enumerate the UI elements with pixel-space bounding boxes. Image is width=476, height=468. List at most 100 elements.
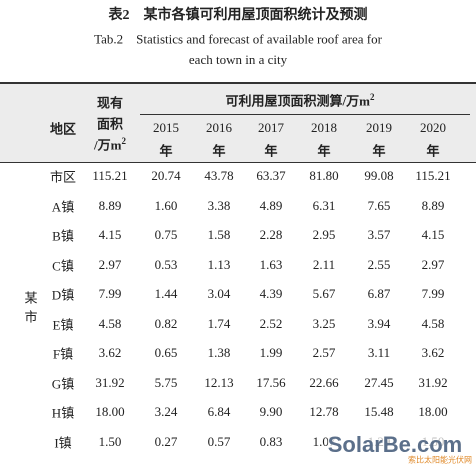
header-year-suffix: 年 [317,143,331,159]
cell: 1.50 [98,433,122,449]
cell: 6.31 [312,197,336,213]
group-label: 某市 [22,290,38,329]
row-label: 市区 [49,169,77,185]
cell: 1.74 [207,315,231,331]
cell: 81.80 [309,168,339,183]
cell: 12.78 [309,404,339,419]
row-label: A镇 [51,199,75,214]
cell: 2.97 [421,256,445,272]
cell: 3.62 [421,345,445,360]
header-year: 2017 [258,120,284,135]
row-label: H镇 [51,405,75,421]
row-label: E镇 [52,317,74,332]
cell: 2.52 [259,315,283,331]
cell: 99.08 [364,168,394,183]
cell: 6.87 [367,286,391,301]
row-label: B镇 [52,228,74,244]
cell: 31.92 [95,374,125,390]
subtitle: Tab.2 Statistics and forecast of availab… [94,31,382,47]
cell: 4.89 [259,197,283,213]
cell: 3.11 [367,345,391,360]
cell: 7.99 [421,286,445,301]
cell: 12.13 [204,374,234,390]
header-rule [0,162,476,163]
cell: 2.97 [98,256,122,272]
cell: 43.78 [204,168,234,183]
row-label: I镇 [54,435,72,450]
cell: 2.55 [367,256,391,272]
table-top-rule [0,82,476,84]
row-label: G镇 [51,376,75,391]
cell: 4.15 [98,227,122,242]
cell: 15.48 [364,404,394,419]
cell: 4.58 [421,315,445,331]
cell: 3.38 [207,197,231,213]
cell: 0.75 [154,227,178,242]
cell: 4.15 [421,227,445,242]
header-year-suffix: 年 [212,143,226,159]
cell: 18.00 [95,404,125,419]
cell: 17.56 [256,374,286,390]
watermark-logo: SolarBe.com [327,432,463,458]
header-year-suffix: 年 [159,143,173,159]
cell: 20.74 [151,168,181,183]
header-current: /万m2 [94,136,126,153]
cell: 3.57 [367,227,391,242]
header-year-suffix: 年 [426,143,440,159]
cell: 1.58 [207,227,231,242]
cell: 3.24 [154,404,178,419]
row-label: C镇 [52,258,74,273]
forecast-rule [140,114,470,115]
header-year-suffix: 年 [264,143,278,159]
cell: 0.83 [259,433,283,449]
header-forecast: 可利用屋顶面积测算/万m2 [225,92,375,109]
header-year: 2019 [366,120,392,135]
cell: 63.37 [256,168,286,183]
cell: 6.84 [207,404,231,419]
header-region: 地区 [49,121,77,137]
header-year: 2020 [420,120,446,135]
header-year: 2018 [311,120,337,135]
cell: 2.57 [312,345,336,360]
cell: 3.04 [207,286,231,301]
title: 表2 某市各镇可利用屋顶面积统计及预测 [108,8,368,23]
cell: 1.13 [207,256,231,272]
cell: 5.67 [312,286,336,301]
row-label: D镇 [51,287,75,303]
header-bg [0,84,476,162]
cell: 18.00 [418,404,448,419]
cell: 8.89 [421,197,445,213]
cell: 3.94 [367,315,391,331]
cell: 0.82 [154,315,178,331]
cell: 3.62 [98,345,122,360]
cell: 0.65 [154,345,178,360]
cell: 3.25 [312,315,336,331]
header-year: 2015 [153,120,179,135]
cell: 1.44 [154,286,178,301]
cell: 2.11 [312,256,336,272]
cell: 7.99 [98,286,122,301]
cell: 2.28 [259,227,283,242]
header-year: 2016 [206,120,232,135]
cell: 115.21 [92,168,128,183]
cell: 8.89 [98,197,122,213]
cell: 2.95 [312,227,336,242]
cell: 31.92 [418,374,448,390]
superscript: 2 [121,136,126,147]
header-current: 面积 [96,116,124,132]
subtitle: each town in a city [188,52,288,67]
cell: 1.38 [207,345,231,360]
row-label: F镇 [52,346,74,362]
header-current: 现有 [96,95,124,111]
watermark-tagline: 索比太阳能光伏网 [408,455,472,465]
cell: 5.75 [154,374,178,390]
cell: 0.57 [207,433,231,449]
header-year-suffix: 年 [372,143,386,159]
cell: 22.66 [309,374,339,390]
cell: 27.45 [364,374,394,390]
cell: 9.90 [259,404,283,419]
cell: 4.39 [259,286,283,301]
cell: 1.60 [154,197,178,213]
cell: 1.99 [259,345,283,360]
